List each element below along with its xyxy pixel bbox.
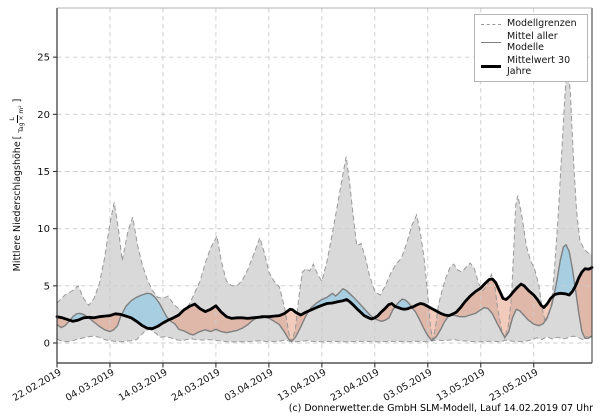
y-tick-label: 0 [44, 338, 50, 349]
legend-item-mittel-aller-modelle: Mittel aller Modelle [481, 32, 585, 53]
gray-line-icon [481, 42, 501, 44]
y-axis-unit-numerator: L [8, 115, 18, 123]
y-tick-label: 10 [37, 224, 50, 235]
y-tick-label: 25 [37, 53, 50, 64]
model-range-band [57, 63, 592, 342]
legend-item-mittelwert-30-jahre: Mittelwert 30 Jahre [481, 56, 585, 77]
y-tick-label: 15 [37, 167, 50, 178]
x-tick-label: 13.04.2019 [276, 367, 329, 404]
y-tick-label: 20 [37, 110, 50, 121]
x-tick-label: 14.03.2019 [117, 367, 170, 404]
x-tick-label: 22.02.2019 [11, 367, 64, 404]
series-mittel-aller-modelle [56, 244, 593, 342]
copyright-footer: (c) Donnerwetter.de GmbH SLM-Modell, Lau… [288, 403, 593, 414]
legend-label: Mittel aller Modelle [507, 31, 558, 53]
x-tick-label: 03.05.2019 [382, 367, 435, 404]
legend-item-modellgrenzen: Modellgrenzen [481, 18, 585, 29]
series-mittelwert-30-jahre [55, 266, 594, 331]
y-tick-label: 5 [44, 281, 50, 292]
legend: Modellgrenzen Mittel aller Modelle Mitte… [474, 14, 588, 83]
x-tick-label: 24.03.2019 [170, 367, 223, 404]
x-tick-label: 23.04.2019 [329, 367, 382, 404]
y-axis-unit-bracket-open: [ [11, 135, 23, 140]
legend-label: Modellgrenzen [507, 18, 577, 29]
x-tick-label: 13.05.2019 [435, 367, 488, 404]
below-normal-fill [57, 267, 592, 342]
y-axis-unit-bracket-close: ] [11, 98, 23, 103]
x-tick-label: 23.05.2019 [488, 367, 541, 404]
dashed-line-icon [481, 23, 501, 25]
y-axis-unit-fraction: L Tag × m² [8, 105, 25, 133]
y-axis-unit-denominator: Tag × m² [17, 105, 25, 133]
x-tick-label: 04.03.2019 [64, 367, 117, 404]
y-axis-label: Mittlere Niederschlagshöhe [ L Tag × m² … [8, 65, 25, 305]
y-axis-label-text: Mittlere Niederschlagshöhe [11, 141, 23, 272]
x-tick-label: 03.04.2019 [223, 367, 276, 404]
black-line-icon [481, 65, 501, 69]
series-upper-model-bound [56, 59, 593, 343]
legend-label: Mittelwert 30 Jahre [507, 55, 571, 77]
series-lower-model-bound [56, 328, 593, 343]
